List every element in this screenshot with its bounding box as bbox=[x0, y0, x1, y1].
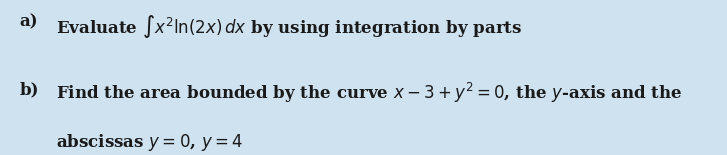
Text: Evaluate $\int x^2 \ln(2x)\,dx$ by using integration by parts: Evaluate $\int x^2 \ln(2x)\,dx$ by using… bbox=[57, 13, 523, 40]
Text: abscissas $y=0$, $y=4$: abscissas $y=0$, $y=4$ bbox=[57, 132, 244, 153]
Text: b): b) bbox=[20, 81, 39, 98]
Text: Find the area bounded by the curve $x-3+y^2=0$, the $y$-axis and the: Find the area bounded by the curve $x-3+… bbox=[57, 81, 683, 105]
Text: a): a) bbox=[20, 13, 39, 30]
